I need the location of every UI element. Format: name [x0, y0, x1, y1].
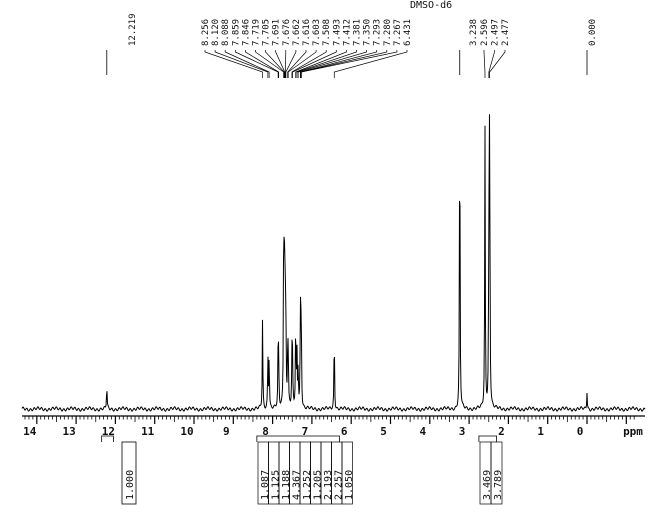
- spectrum-trace: [21, 89, 646, 412]
- peak-leader: [285, 50, 297, 78]
- integral-box: [490, 441, 503, 505]
- integral-label: 1.188: [281, 470, 292, 500]
- x-tick-label: 8: [262, 425, 269, 438]
- peak-leader: [287, 50, 307, 78]
- peak-leader: [291, 50, 327, 78]
- integral-label: 3.789: [493, 470, 504, 500]
- x-tick-label: 12: [102, 425, 115, 438]
- x-tick-label: 3: [459, 425, 466, 438]
- x-axis-label: ppm: [623, 425, 643, 438]
- peak-label: 7.603: [312, 19, 322, 46]
- peak-leader: [265, 50, 285, 78]
- peak-label: 7.293: [373, 19, 383, 46]
- integral-label: 4.367: [292, 470, 303, 500]
- integral-bracket: [256, 435, 340, 442]
- peak-leader: [234, 50, 279, 78]
- spectrum-peak: [269, 354, 270, 355]
- peak-label: 3.238: [469, 19, 479, 46]
- x-tick-label: 5: [380, 425, 387, 438]
- peak-label: 7.719: [252, 19, 262, 46]
- peak-leader: [300, 50, 388, 78]
- peak-label: 0.000: [588, 19, 598, 46]
- x-tick-label: 13: [62, 425, 75, 438]
- peak-label: 7.859: [231, 19, 241, 46]
- peak-label: 7.350: [363, 19, 373, 46]
- peak-leader: [296, 50, 357, 78]
- integral-box: [121, 441, 137, 505]
- x-tick-label: 11: [141, 425, 155, 438]
- integral-label: 3.469: [482, 470, 493, 500]
- x-tick-label: 0: [577, 425, 584, 438]
- peak-leader: [275, 50, 286, 78]
- peak-leader: [245, 50, 280, 78]
- peak-label: 7.280: [383, 19, 393, 46]
- spectrum-peak: [106, 384, 107, 385]
- spectrum-peak: [267, 354, 268, 355]
- peak-label: 7.267: [393, 19, 403, 46]
- peak-label: 6.431: [403, 19, 413, 46]
- spectrum-peak: [459, 89, 460, 90]
- peak-label: 8.088: [221, 19, 231, 46]
- peak-label: 2.477: [501, 19, 511, 46]
- x-tick-label: 10: [180, 425, 193, 438]
- peak-label: 7.676: [282, 19, 292, 46]
- peak-labels: 12.219 3.238 0.000 8.256 8.120 8.088 7.859 7.84…: [106, 13, 598, 78]
- peak-leader: [287, 50, 317, 78]
- x-tick-label: 7: [302, 425, 309, 438]
- x-tick-label: 9: [223, 425, 230, 438]
- peak-label: 7.381: [353, 19, 363, 46]
- integral-label: 1.087: [260, 470, 271, 500]
- x-tick-label: 6: [341, 425, 348, 438]
- integral-labels: 1.000 1.087 1.125 1.188 4.367 1.252 1.205 2.193…: [101, 435, 504, 505]
- peak-label: 2.497: [491, 19, 501, 46]
- peak-label: 2.596: [480, 19, 490, 46]
- peak-label: 7.508: [322, 19, 332, 46]
- integral-label: 1.252: [302, 470, 313, 500]
- integral-box: [341, 441, 353, 505]
- peak-leader: [204, 50, 263, 78]
- peak-label: 7.662: [292, 19, 302, 46]
- peak-leader: [489, 50, 506, 78]
- integral-label: 1.050: [344, 470, 355, 500]
- peak-leader: [488, 50, 495, 78]
- peak-leader: [333, 50, 408, 78]
- peak-leader: [224, 50, 270, 78]
- integral-label: 2.193: [323, 470, 334, 500]
- integral-label: 2.257: [334, 470, 345, 500]
- spectrum-peak: [334, 329, 335, 330]
- peak-label: 7.616: [302, 19, 312, 46]
- peak-leader: [483, 50, 486, 78]
- ppm-axis: 14 13 12 11 10 9 8 7 6 5 4 3 2 1 0 ppm: [22, 415, 645, 438]
- header-fragment: DMSO-d6: [410, 0, 452, 11]
- spectrum-peak: [295, 319, 296, 320]
- integral-bracket: [478, 435, 498, 442]
- peak-label: 7.705: [262, 19, 272, 46]
- peak-label: 8.120: [211, 19, 221, 46]
- peak-leader: [255, 50, 284, 78]
- peak-label: 12.219: [128, 13, 138, 46]
- x-tick-label: 1: [537, 425, 544, 438]
- peak-label: 7.493: [332, 19, 342, 46]
- x-tick-label: 2: [498, 425, 505, 438]
- integral-label: 1.125: [271, 470, 282, 500]
- peak-leader: [214, 50, 269, 78]
- peak-label: 7.846: [241, 19, 251, 46]
- x-tick-label: 14: [23, 425, 37, 438]
- peak-leader: [300, 50, 378, 78]
- x-tick-label: 4: [419, 425, 426, 438]
- spectrum-peak: [586, 391, 587, 392]
- integral-bracket: [101, 435, 114, 442]
- peak-leader: [292, 50, 337, 78]
- spectrum-peak: [489, 99, 490, 100]
- peak-leader: [297, 50, 367, 78]
- integral-label: 1.000: [125, 470, 136, 500]
- integral-label: 1.205: [313, 470, 324, 500]
- peak-label: 8.256: [201, 19, 211, 46]
- peak-leader: [301, 50, 398, 78]
- spectrum-line: [21, 114, 646, 412]
- peak-leader: [295, 50, 347, 78]
- peak-label: 7.691: [272, 19, 282, 46]
- peak-label: 7.412: [342, 19, 352, 46]
